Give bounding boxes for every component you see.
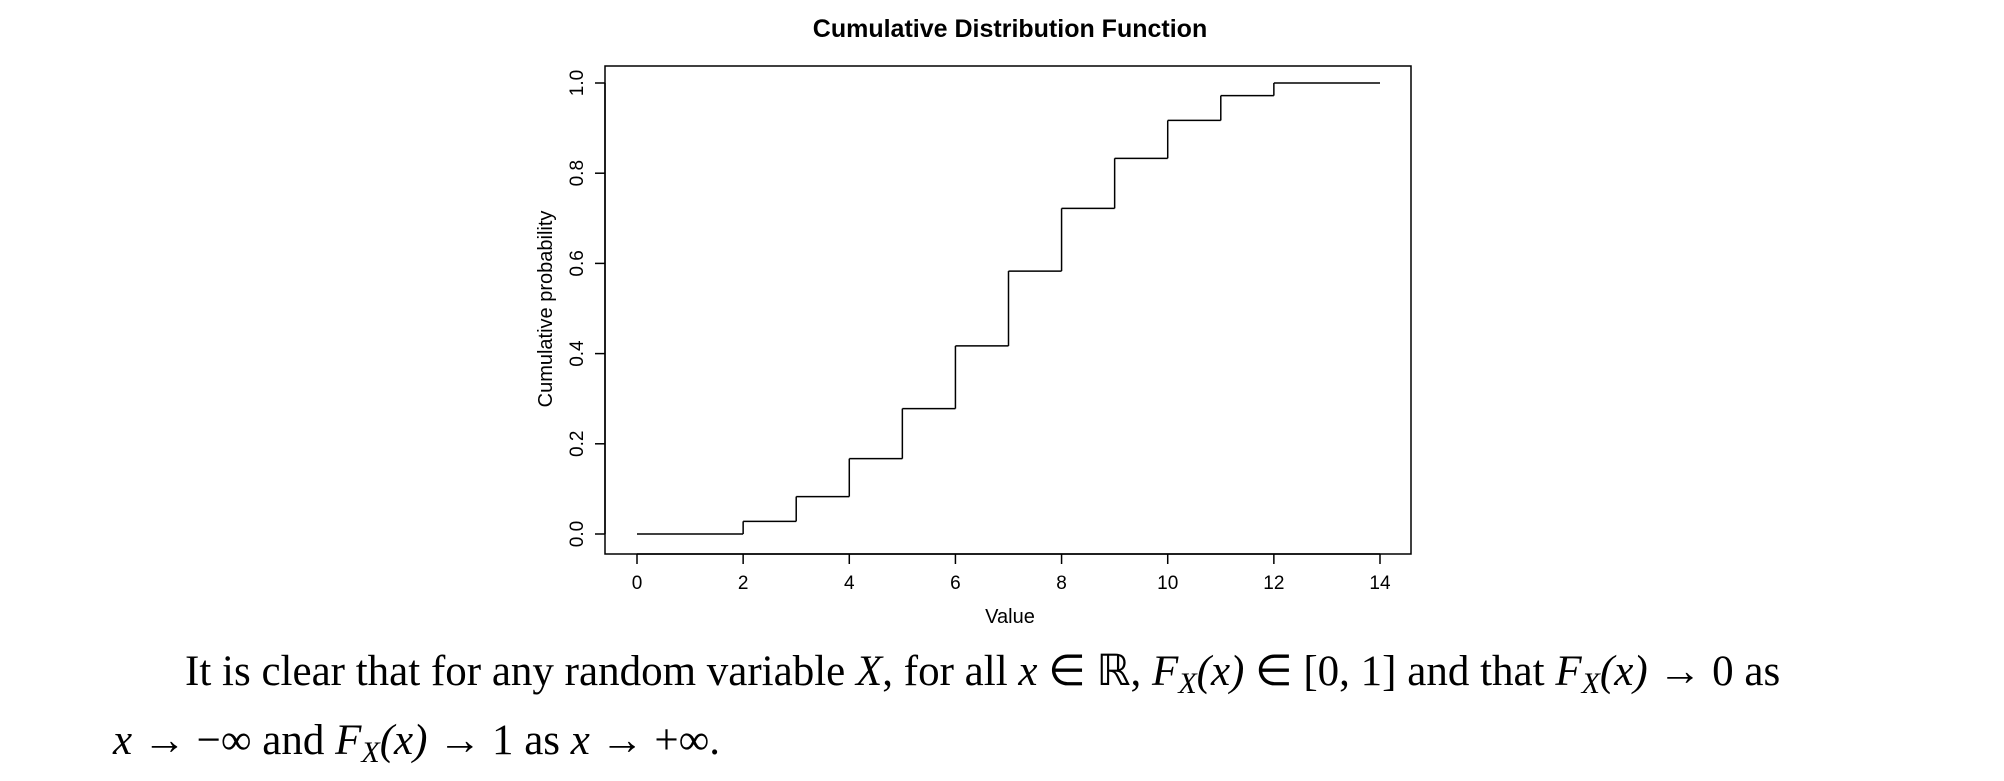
math-op: → −∞ (132, 717, 252, 764)
cdf-figure: Cumulative Distribution Function 0 2 4 6 8 10… (535, 15, 1412, 628)
x-tick-label: 8 (1056, 573, 1067, 594)
math-var: F (1555, 648, 1582, 695)
y-axis: 0.0 0.2 0.4 0.6 0.8 1.0 (567, 70, 606, 547)
y-tick-label: 0.8 (567, 160, 588, 186)
x-axis: 0 2 4 6 8 10 12 14 (632, 553, 1391, 594)
math-op: → 1 as (427, 717, 571, 764)
body-paragraph: It is clear that for any random variable… (113, 643, 1913, 781)
cdf-properties-text: It is clear that for any random variable… (113, 643, 1913, 781)
math-set: ℝ (1096, 648, 1131, 695)
x-tick-label: 2 (738, 573, 749, 594)
y-tick-label: 0.0 (567, 521, 588, 547)
math-var: F (1152, 648, 1179, 695)
math-var: x (113, 717, 133, 764)
x-tick-label: 14 (1369, 573, 1391, 594)
x-axis-label: Value (985, 606, 1035, 628)
math-arg: (x) (1599, 648, 1648, 695)
x-tick-label: 0 (632, 573, 643, 594)
math-op: ∈ (1244, 648, 1304, 695)
y-tick-label: 1.0 (567, 70, 588, 96)
math-var: x (1018, 648, 1038, 695)
math-subscript: X (1581, 667, 1600, 700)
math-arg: (x) (379, 717, 428, 764)
cdf-step-series (637, 82, 1380, 535)
math-subscript: X (1178, 667, 1197, 700)
text-run: and (251, 717, 336, 764)
math-var: x (570, 717, 590, 764)
text-run: , (1130, 648, 1153, 695)
x-tick-label: 12 (1263, 573, 1284, 594)
math-arg: (x) (1196, 648, 1245, 695)
x-tick-label: 4 (844, 573, 855, 594)
text-run: It is clear that for any random variable (185, 648, 856, 695)
math-var: X (856, 648, 883, 695)
text-run: and that (1396, 648, 1556, 695)
text-run: , for all (882, 648, 1019, 695)
math-op: ∈ (1037, 648, 1097, 695)
y-tick-label: 0.6 (567, 250, 588, 276)
math-subscript: X (361, 736, 380, 769)
y-axis-label: Cumulative probability (535, 211, 557, 408)
y-tick-label: 0.2 (567, 431, 588, 457)
text-run: . (709, 717, 721, 764)
math-var: F (335, 717, 362, 764)
y-tick-label: 0.4 (567, 340, 588, 367)
math-op: → 0 as (1647, 648, 1781, 695)
math-op: → +∞ (589, 717, 710, 764)
x-tick-label: 10 (1157, 573, 1178, 594)
math-interval: [0, 1] (1303, 648, 1397, 695)
x-tick-label: 6 (950, 573, 961, 594)
chart-title: Cumulative Distribution Function (813, 15, 1207, 43)
